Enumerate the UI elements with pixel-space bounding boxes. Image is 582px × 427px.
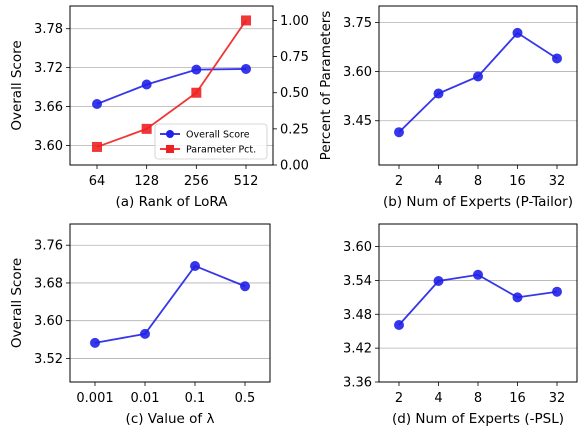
x-tick-label: 16 [509, 391, 526, 406]
y-tick-label: 3.48 [343, 308, 372, 323]
y2-tick-label: 0.25 [280, 122, 309, 137]
x-tick-label: 512 [234, 174, 259, 189]
y-tick-label: 3.36 [343, 376, 372, 391]
series-line [398, 273, 558, 326]
data-point [512, 292, 523, 303]
series-line [96, 19, 247, 148]
legend-swatch-marker [166, 145, 174, 153]
x-tick-label: 128 [134, 174, 159, 189]
legend-box [154, 123, 268, 160]
chart-2: 3.45 3.60 3.75 2 4 8 16 32 (b) Num of Experts (P… [343, 5, 578, 210]
y-tick-label: 3.78 [34, 22, 63, 37]
plot-frame [69, 223, 271, 383]
data-point [433, 88, 444, 99]
data-point [552, 286, 562, 297]
data-point [90, 337, 100, 348]
y-axis-label: Overall Score [9, 258, 25, 348]
y-tick-label: 3.60 [343, 65, 372, 80]
series-line [94, 264, 246, 344]
data-point [394, 320, 404, 331]
x-tick-label: 2 [395, 391, 403, 406]
data-point [141, 123, 152, 134]
chart-caption: (d) Num of Experts (-PSL) [392, 411, 564, 427]
x-tick-label: 4 [434, 391, 442, 406]
y-tick-label: 3.72 [34, 61, 63, 76]
data-point [191, 64, 202, 75]
chart-caption: (b) Num of Experts (P-Tailor) [383, 194, 573, 210]
y-tick-label: 3.45 [343, 114, 372, 129]
data-point [394, 127, 404, 138]
data-point [512, 27, 523, 38]
data-point [92, 98, 102, 109]
data-point [241, 15, 251, 26]
y-axis-label: Overall Score [9, 40, 25, 130]
series-line [398, 31, 558, 133]
data-point [473, 71, 483, 82]
data-point [141, 79, 152, 90]
data-point [191, 87, 202, 98]
data-point [240, 281, 250, 292]
data-point [241, 63, 251, 74]
y2-tick-label: 0.50 [280, 86, 309, 101]
y-tick-label: 3.60 [34, 314, 63, 329]
series-line [96, 68, 247, 105]
y-tick-label: 3.54 [343, 274, 372, 289]
y2-tick-label: 0.00 [280, 159, 309, 174]
y2-tick-label: 0.75 [280, 50, 309, 65]
x-tick-label: 0.001 [76, 391, 113, 406]
data-point [552, 53, 562, 64]
data-point [140, 328, 150, 339]
plot-frame [378, 223, 578, 383]
x-tick-label: 32 [549, 174, 566, 189]
chart-caption: (c) Value of λ [126, 411, 215, 427]
plot-frame [378, 5, 578, 166]
legend-swatch-marker [166, 130, 174, 138]
data-point [190, 260, 200, 271]
chart-1: 3.60 3.66 3.72 3.78 64 128 256 512 0.00 0.25 0.50 0… [9, 5, 334, 210]
y-tick-label: 3.52 [34, 352, 63, 367]
x-tick-label: 4 [434, 174, 442, 189]
x-tick-label: 8 [474, 174, 482, 189]
legend-label: Overall Score [186, 130, 250, 141]
y-tick-label: 3.75 [343, 16, 372, 31]
chart-caption: (a) Rank of LoRA [115, 194, 228, 210]
x-tick-label: 0.01 [131, 391, 160, 406]
x-tick-label: 2 [395, 174, 403, 189]
legend-label: Parameter Pct. [186, 145, 256, 156]
x-tick-label: 64 [89, 174, 106, 189]
x-tick-label: 8 [474, 391, 482, 406]
x-tick-label: 16 [509, 174, 526, 189]
x-tick-label: 256 [184, 174, 209, 189]
y2-tick-label: 1.00 [280, 14, 309, 29]
y-tick-label: 3.60 [343, 240, 372, 255]
y-tick-label: 3.66 [34, 100, 63, 115]
y2-axis-label: Percent of Parameters [318, 11, 334, 161]
y-tick-label: 3.76 [34, 239, 63, 254]
data-point [433, 275, 444, 286]
legend: Overall Score Parameter Pct. [154, 123, 268, 160]
y-tick-label: 3.42 [343, 342, 372, 357]
x-tick-label: 0.1 [185, 391, 206, 406]
plot-frame [69, 5, 274, 166]
y-tick-label: 3.60 [34, 139, 63, 154]
data-point [92, 141, 102, 152]
y-tick-label: 3.68 [34, 276, 63, 291]
x-tick-label: 32 [549, 391, 566, 406]
data-point [473, 269, 483, 280]
x-tick-label: 0.5 [235, 391, 256, 406]
chart-3: 3.52 3.60 3.68 3.76 0.001 0.01 0.1 0.5 Overall S… [9, 223, 271, 427]
chart-4: 3.36 3.42 3.48 3.54 3.60 2 4 8 16 32 (d) Num of Ex… [343, 223, 578, 427]
